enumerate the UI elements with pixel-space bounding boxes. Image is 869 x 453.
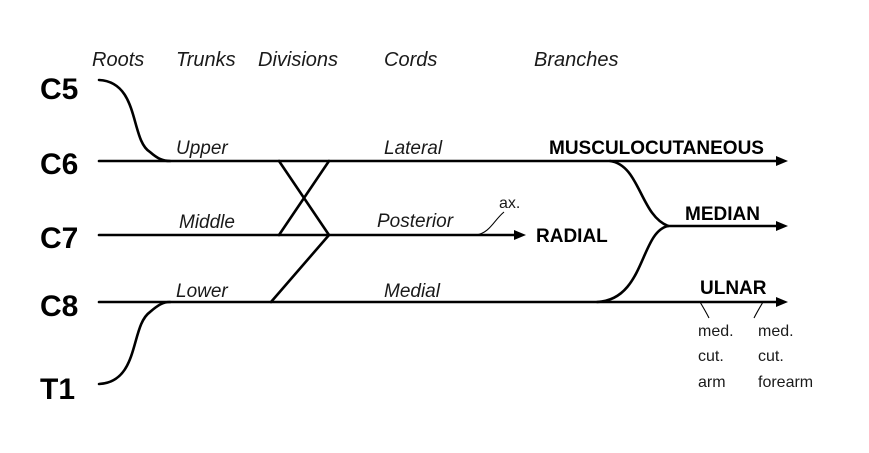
trunk-label-upper: Upper (176, 138, 228, 159)
arrowheads (514, 156, 788, 307)
header-branches: Branches (534, 49, 619, 71)
med-cut-forearm-line-3: forearm (758, 374, 813, 391)
division-lower-to-posterior (269, 233, 331, 304)
root-label-c8: C8 (40, 290, 78, 323)
root-label-t1: T1 (40, 373, 75, 406)
med-cut-forearm-line-1: med. (758, 323, 794, 340)
cord-label-medial: Medial (384, 281, 441, 302)
cord-label-posterior: Posterior (377, 211, 454, 232)
musculocutaneous-arrowhead (776, 156, 788, 166)
branch-label-ulnar: ULNAR (700, 278, 767, 299)
division-middle-to-lateral (277, 159, 331, 237)
root-label-c7: C7 (40, 222, 78, 255)
branch-label-radial: RADIAL (536, 226, 608, 247)
cord-label-lateral: Lateral (384, 138, 443, 159)
med-cut-forearm-line-2: cut. (758, 348, 784, 365)
trunk-label-middle: Middle (179, 212, 235, 233)
med-cut-arm-line-2: cut. (698, 348, 724, 365)
c5-root-line (97, 78, 172, 163)
medial-root-of-median (595, 224, 670, 304)
root-label-c6: C6 (40, 148, 78, 181)
branch-label-musculocutaneous: MUSCULOCUTANEOUS (549, 138, 764, 159)
lateral-root-of-median (608, 159, 670, 228)
med-cut-arm-branch-line (699, 301, 710, 319)
nerve-lines (97, 78, 780, 386)
header-divisions: Divisions (258, 49, 338, 71)
radial-arrowhead (514, 230, 526, 240)
header-trunks: Trunks (176, 49, 236, 71)
axillary-branch-line (475, 211, 505, 236)
t1-root-line (97, 300, 172, 386)
branch-label-axillary: ax. (499, 195, 520, 212)
median-arrowhead (776, 221, 788, 231)
med-cut-arm-line-1: med. (698, 323, 734, 340)
ulnar-arrowhead (776, 297, 788, 307)
med-cut-forearm-branch-line (753, 301, 764, 319)
header-roots: Roots (92, 49, 144, 71)
root-label-c5: C5 (40, 73, 78, 106)
trunk-label-lower: Lower (176, 281, 228, 302)
header-cords: Cords (384, 49, 437, 71)
branch-label-median: MEDIAN (685, 204, 760, 225)
med-cut-arm-line-3: arm (698, 374, 726, 391)
